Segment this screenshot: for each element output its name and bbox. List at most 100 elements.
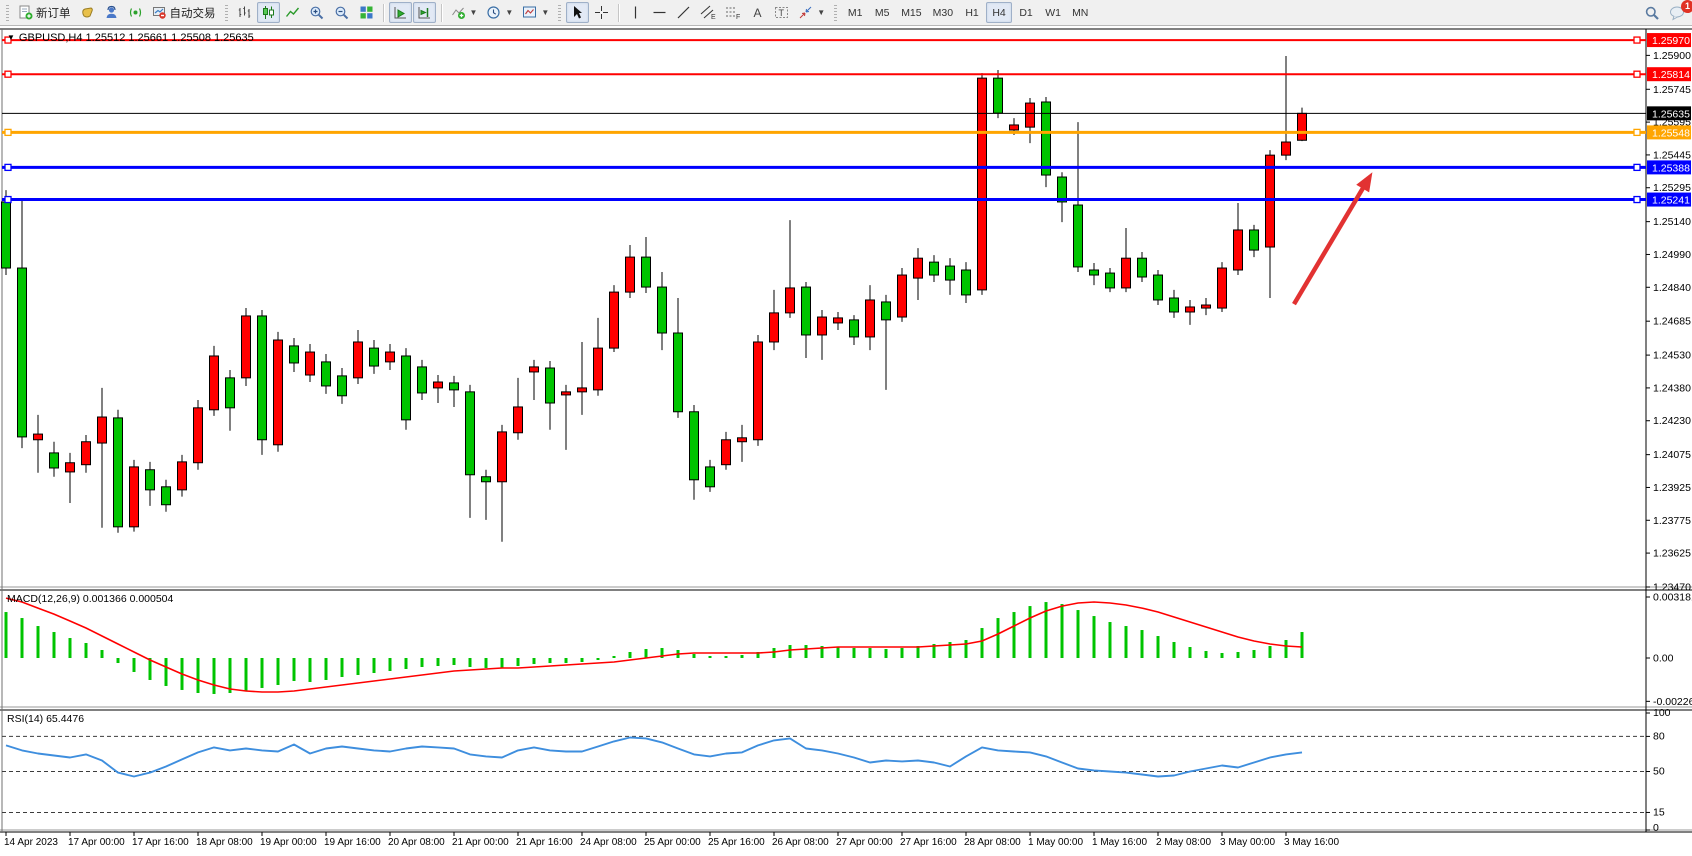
line-handle[interactable] <box>1633 36 1641 44</box>
fibonacci-tool-button[interactable]: F <box>721 2 745 23</box>
line-chart-mode-button[interactable] <box>281 2 304 23</box>
macd-histogram-bar <box>1220 652 1224 659</box>
candle-body <box>353 341 363 379</box>
trend-arrow-line[interactable] <box>1292 182 1368 306</box>
timeframe-m1-button[interactable]: M1 <box>842 2 868 23</box>
horizontal-line-tool-button[interactable] <box>648 2 671 23</box>
text-label-tool-button[interactable]: T <box>770 2 793 23</box>
candle-body <box>481 476 491 483</box>
timeframe-d1-button[interactable]: D1 <box>1013 2 1039 23</box>
macd-histogram-bar <box>20 618 24 659</box>
crosshair-tool-button[interactable] <box>590 2 613 23</box>
price-badge-label: 1.25970 <box>1652 35 1690 47</box>
line-handle[interactable] <box>4 195 12 204</box>
line-handle[interactable] <box>1633 128 1641 137</box>
dropdown-arrow-icon: ▼ <box>541 8 550 17</box>
line-handle[interactable] <box>1633 163 1641 172</box>
price-tick-label: 1.24990 <box>1653 249 1691 261</box>
auto-scroll-button[interactable] <box>388 2 412 23</box>
templates-button[interactable]: ▼ <box>518 2 553 23</box>
timeframe-mn-button[interactable]: MN <box>1067 2 1093 23</box>
toolbar-grip[interactable] <box>6 4 9 21</box>
trend-arrow-head[interactable] <box>1356 172 1373 193</box>
candle-body <box>97 416 107 444</box>
time-tick-label: 19 Apr 00:00 <box>260 837 317 848</box>
line-handle[interactable] <box>1633 195 1641 204</box>
macd-histogram-bar <box>52 632 56 659</box>
macd-histogram-bar <box>212 658 216 694</box>
equidistant-channel-tool-button[interactable]: E <box>696 2 720 23</box>
periods-button[interactable]: ▼ <box>482 2 517 23</box>
toolbar-separator <box>618 3 620 22</box>
line-handle[interactable] <box>4 128 12 137</box>
headset-person-icon <box>106 5 116 18</box>
candle-body <box>385 351 395 363</box>
timeframe-m15-button[interactable]: M15 <box>896 2 926 23</box>
candle-body <box>1233 229 1243 271</box>
timeframe-m30-button[interactable]: M30 <box>928 2 958 23</box>
rsi-tick-label: 50 <box>1653 766 1665 778</box>
candle-body <box>945 265 955 281</box>
text-tool-button[interactable]: A <box>746 2 769 23</box>
chart-shift-button[interactable] <box>412 2 436 23</box>
toolbar-grip[interactable] <box>224 4 228 21</box>
line-handle[interactable] <box>4 163 12 172</box>
macd-histogram-bar <box>1284 640 1288 659</box>
zoom-in-button[interactable] <box>305 2 329 23</box>
macd-histogram-bar <box>1188 647 1192 659</box>
candle-body <box>305 351 315 376</box>
line-handle[interactable] <box>1633 70 1641 78</box>
cursor-tool-button[interactable] <box>566 2 590 23</box>
notification-badge[interactable]: 1 <box>1681 0 1692 13</box>
auto-trading-button[interactable]: 自动交易 <box>148 2 220 23</box>
hand-tool-button[interactable] <box>76 2 99 23</box>
candle-body <box>609 291 619 349</box>
line-handle[interactable] <box>4 70 12 78</box>
vertical-line-tool-button[interactable] <box>624 2 647 23</box>
bar-chart-mode-button[interactable] <box>233 2 256 23</box>
candle-body <box>977 77 987 291</box>
price-badge <box>1647 33 1691 48</box>
new-order-button[interactable]: 新订单 <box>14 2 75 23</box>
macd-histogram-bar <box>1172 642 1176 659</box>
price-badge-label: 1.25635 <box>1652 108 1690 120</box>
candle-body <box>1265 154 1275 248</box>
tile-windows-button[interactable] <box>355 2 378 23</box>
toolbar-grip[interactable] <box>558 4 562 21</box>
timeframe-h1-button[interactable]: H1 <box>959 2 985 23</box>
macd-histogram-bar <box>580 658 584 662</box>
candle-body <box>689 411 699 481</box>
line-handle[interactable] <box>4 36 12 44</box>
indicators-button[interactable]: ▼ <box>447 2 482 23</box>
candle-body <box>1249 229 1259 251</box>
time-tick-label: 27 Apr 16:00 <box>900 837 957 848</box>
zoom-out-button[interactable] <box>330 2 354 23</box>
price-tick-label: 1.25445 <box>1653 149 1691 161</box>
search-button[interactable] <box>1640 2 1664 23</box>
toolbar-grip[interactable] <box>834 4 838 21</box>
broadcast-button[interactable] <box>124 2 147 23</box>
timeframe-w1-button[interactable]: W1 <box>1040 2 1066 23</box>
support-contact-button[interactable] <box>100 2 123 23</box>
macd-histogram-bar <box>484 658 488 668</box>
timeframe-m5-button[interactable]: M5 <box>869 2 895 23</box>
rsi-tick-label: 0 <box>1653 822 1659 834</box>
price-tick-label: 1.25745 <box>1653 84 1691 96</box>
macd-histogram-bar <box>324 658 328 680</box>
trendline-tool-button[interactable] <box>672 2 695 23</box>
rsi-tick-label: 80 <box>1653 730 1665 742</box>
macd-histogram-bar <box>596 658 600 660</box>
macd-histogram-bar <box>628 652 632 659</box>
template-icon <box>523 6 537 18</box>
price-tick-label: 1.25295 <box>1653 182 1691 194</box>
trendline-icon <box>677 6 690 19</box>
macd-histogram-bar <box>244 658 248 691</box>
candle-body <box>113 417 123 528</box>
candlestick-mode-button[interactable] <box>256 2 280 23</box>
timeframe-h4-button[interactable]: H4 <box>986 2 1013 23</box>
candle-body <box>817 316 827 336</box>
macd-histogram-bar <box>1108 622 1112 659</box>
candle-body <box>1 201 11 269</box>
arrows-tool-button[interactable]: ▼ <box>794 2 829 23</box>
